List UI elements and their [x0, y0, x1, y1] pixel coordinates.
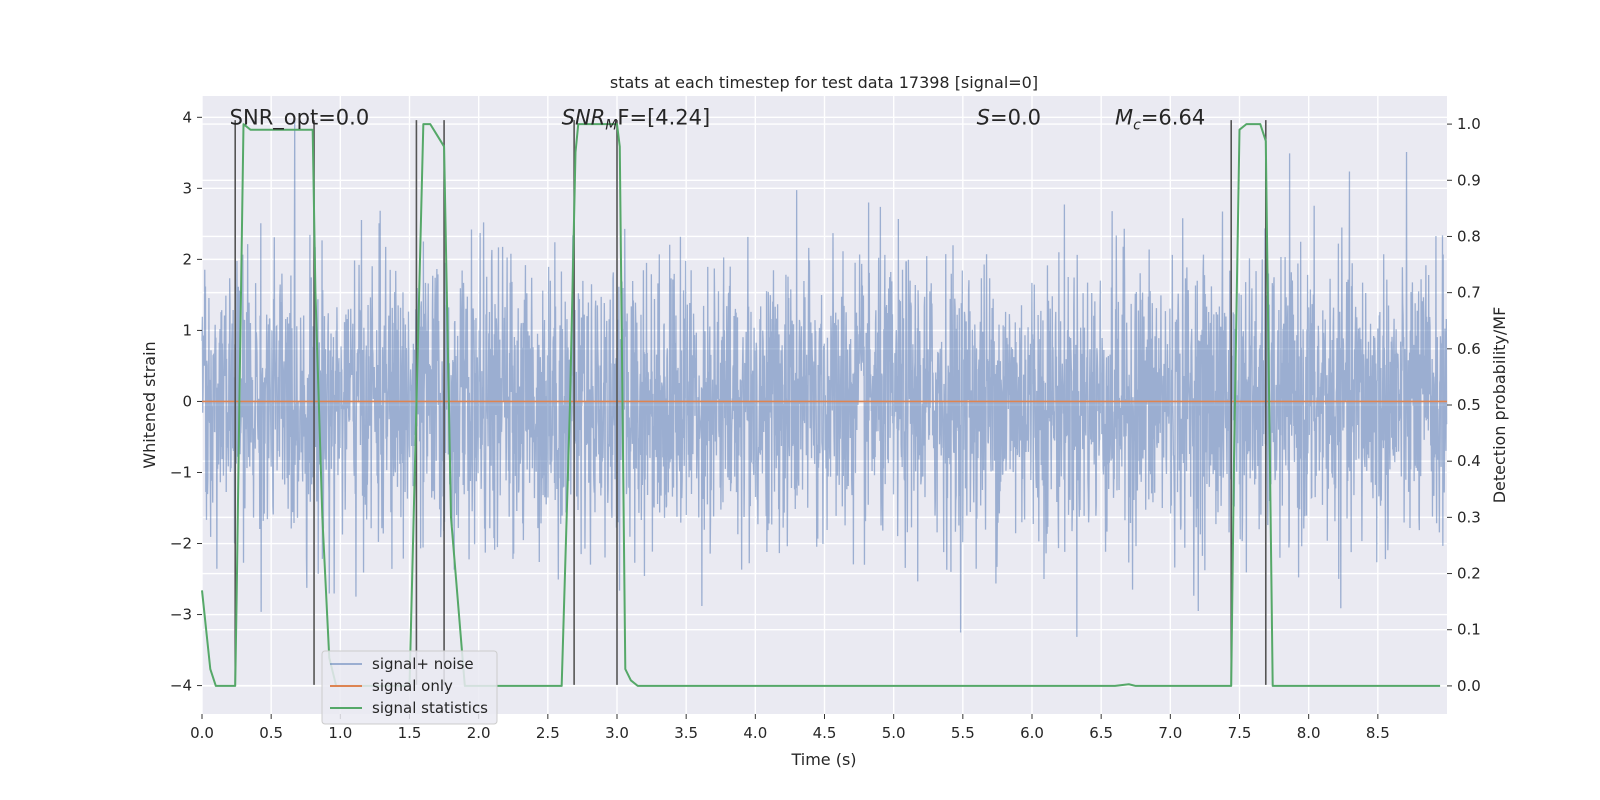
x-axis-label: Time (s) — [790, 750, 856, 769]
y-left-tick-label-2: −2 — [170, 535, 192, 553]
legend-box — [321, 650, 498, 725]
y-left-tick-label-8: 4 — [182, 108, 192, 126]
x-tick-label-8: 4.0 — [743, 724, 767, 742]
y-right-tick-label-4: 0.4 — [1457, 452, 1481, 470]
x-axis-ticks: 0.0 0.5 1.0 1.5 2.0 2.5 3.0 3.5 4.0 4.5 5.0 5.5 6.0 6… — [190, 714, 1390, 742]
x-tick-label-16: 8.0 — [1297, 724, 1321, 742]
x-tick-label-6: 3.0 — [605, 724, 629, 742]
series-signal-noise — [201, 117, 1448, 637]
y-right-tick-label-2: 0.2 — [1457, 565, 1481, 583]
y-left-tick-label-0: −4 — [170, 677, 192, 695]
x-tick-label-10: 5.0 — [882, 724, 906, 742]
x-tick-label-2: 1.0 — [328, 724, 352, 742]
x-tick-label-0: 0.0 — [190, 724, 214, 742]
y-left-tick-label-7: 3 — [182, 179, 192, 197]
y-right-tick-label-8: 0.8 — [1457, 227, 1481, 245]
x-tick-label-11: 5.5 — [951, 724, 975, 742]
annotation-2: S=0.0 — [977, 105, 1041, 129]
annotation-0: SNR_opt=0.0 — [230, 105, 370, 130]
annotation-3: Mc=6.64 — [1115, 105, 1205, 133]
y-left-tick-label-1: −3 — [170, 606, 192, 624]
y-right-tick-label-9: 0.9 — [1457, 171, 1481, 189]
x-tick-label-3: 1.5 — [398, 724, 422, 742]
x-tick-label-7: 3.5 — [674, 724, 698, 742]
annotations: SNR_opt=0.0 SNRMF=[4.24] S=0.0 Mc=6.64 — [230, 105, 1206, 133]
x-tick-label-9: 4.5 — [813, 724, 837, 742]
x-tick-label-15: 7.5 — [1228, 724, 1252, 742]
y-right-tick-label-1: 0.1 — [1457, 621, 1481, 639]
legend-label-signal-statistics: signal statistics — [372, 699, 488, 717]
annotation-1: SNRMF=[4.24] — [562, 105, 711, 133]
x-tick-label-1: 0.5 — [259, 724, 283, 742]
y-right-tick-label-6: 0.6 — [1457, 340, 1481, 358]
y-left-tick-label-5: 1 — [182, 321, 192, 339]
legend-label-signal-only: signal only — [372, 677, 453, 695]
x-tick-label-13: 6.5 — [1089, 724, 1113, 742]
x-tick-label-5: 2.5 — [536, 724, 560, 742]
legend: signal+ noise signal only signal statist… — [321, 650, 498, 725]
y-left-tick-label-3: −1 — [170, 463, 192, 481]
x-tick-label-12: 6.0 — [1020, 724, 1044, 742]
y-right-tick-label-5: 0.5 — [1457, 396, 1481, 414]
series-signal-statistics — [201, 123, 1441, 687]
y-right-tick-label-10: 1.0 — [1457, 115, 1481, 133]
y-left-tick-label-6: 2 — [182, 250, 192, 268]
x-tick-label-14: 7.0 — [1158, 724, 1182, 742]
signal-statistics-line — [201, 123, 1441, 687]
y-right-tick-label-7: 0.7 — [1457, 284, 1481, 302]
x-tick-label-4: 2.0 — [467, 724, 491, 742]
vertical-markers — [234, 120, 1267, 685]
chart-title: stats at each timestep for test data 173… — [610, 73, 1038, 92]
y-right-tick-label-0: 0.0 — [1457, 677, 1481, 695]
y-left-axis-ticks: −4 −3 −2 −1 0 1 2 3 4 — [170, 108, 202, 695]
y-right-axis-ticks: 0.0 0.1 0.2 0.3 0.4 0.5 0.6 0.7 0.8 0.9 1.0 — [1447, 115, 1481, 695]
y-right-axis-label: Detection probability/MF — [1490, 307, 1509, 504]
x-tick-label-17: 8.5 — [1366, 724, 1390, 742]
legend-label-signal-noise: signal+ noise — [372, 655, 474, 673]
y-left-tick-label-4: 0 — [182, 392, 192, 410]
noise-line — [201, 117, 1448, 637]
y-right-tick-label-3: 0.3 — [1457, 508, 1481, 526]
y-left-axis-label: Whitened strain — [140, 341, 159, 468]
